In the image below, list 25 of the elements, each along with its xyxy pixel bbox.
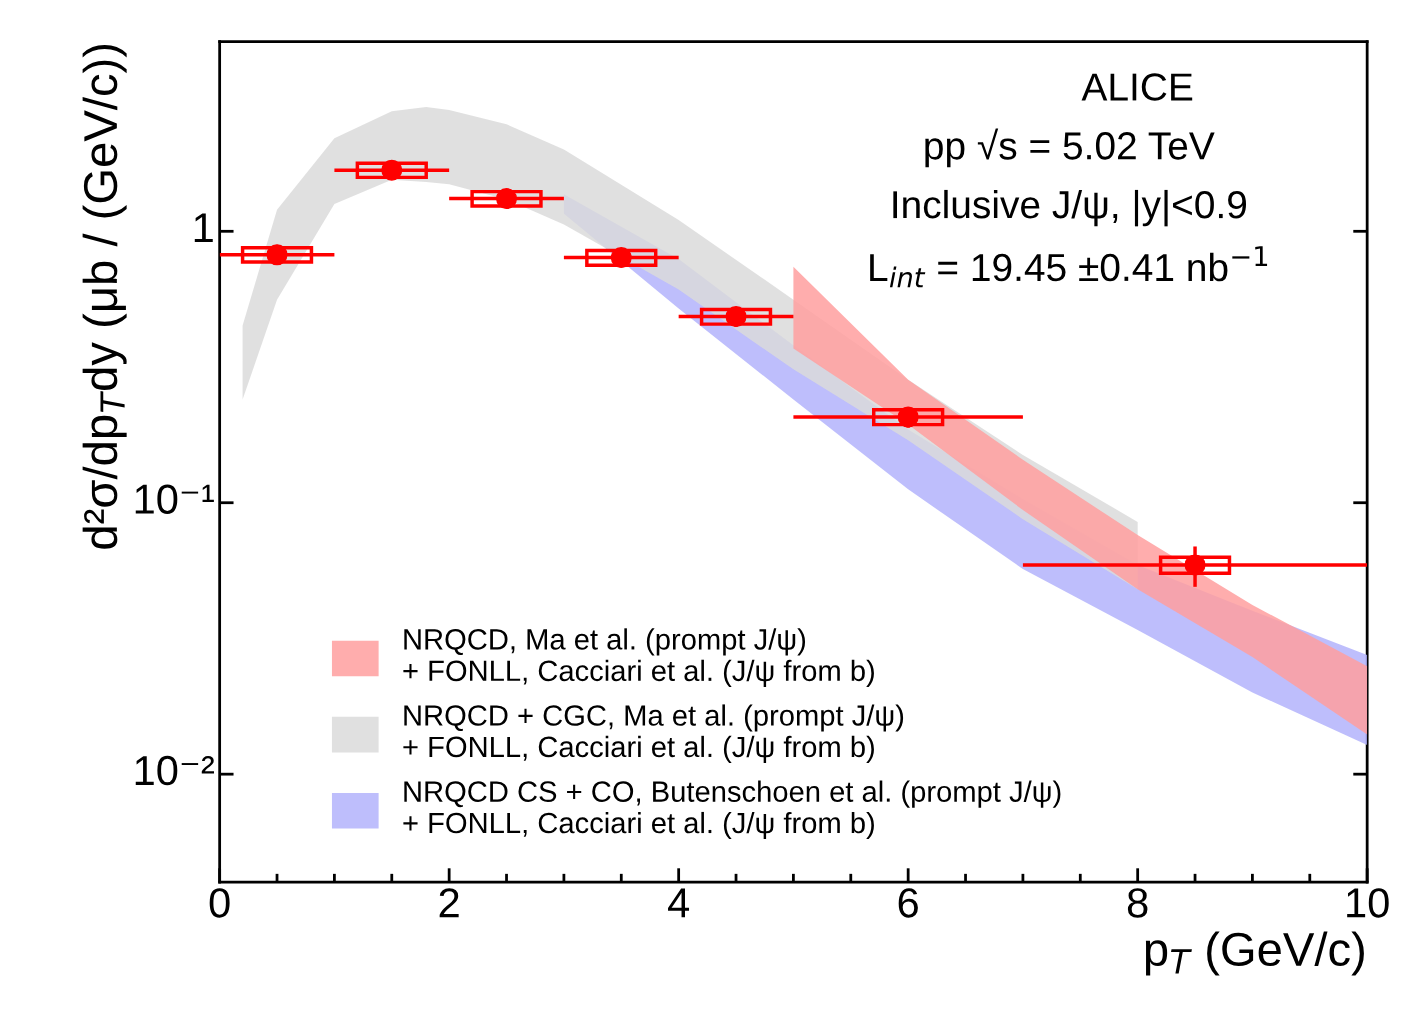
point	[266, 244, 288, 266]
x-tick-label: 4	[668, 888, 690, 918]
point	[496, 188, 518, 210]
x-tick-label: 10	[1347, 888, 1389, 918]
annotation: Inclusive J/ψ, |y|<0.9	[893, 189, 1247, 227]
x-axis-title: p$_{T}$ (GeV/c)	[1145, 931, 1364, 976]
x-tick-label: 6	[898, 888, 918, 918]
y-tick-label: 10⁻²	[135, 755, 214, 786]
annotation: pp √s = 5.02 TeV	[925, 128, 1215, 168]
point	[381, 159, 403, 181]
legend-label: NRQCD + CGC, Ma et al. (prompt J/ψ) + FONLL, Cacciari et al. (J/ψ from b)	[403, 704, 904, 764]
y-tick-label: 1	[194, 213, 213, 243]
annotation: L$_{int}$ = 19.45 ±0.41 nb$^{−1}$	[870, 246, 1268, 288]
point	[1184, 554, 1206, 576]
point	[897, 406, 919, 428]
point	[725, 306, 747, 328]
x-tick-label: 2	[439, 888, 459, 918]
legend-label: NRQCD, Ma et al. (prompt J/ψ) + FONLL, Cacciari et al. (J/ψ from b)	[403, 628, 874, 687]
x-tick-label: 0	[209, 888, 230, 918]
y-tick-label: 10⁻¹	[135, 484, 214, 514]
x-tick-label: 8	[1127, 888, 1148, 918]
y-axis-title: d²σ/dp$_{T}$dy (μb / (GeV/c))	[82, 44, 127, 549]
point	[610, 247, 632, 269]
annotation: ALICE	[1081, 73, 1193, 101]
legend-label: NRQCD CS + CO, Butenschoen et al. (prompt J/ψ) + FONLL, Cacciari et al. (J/ψ from b)	[403, 780, 1061, 840]
